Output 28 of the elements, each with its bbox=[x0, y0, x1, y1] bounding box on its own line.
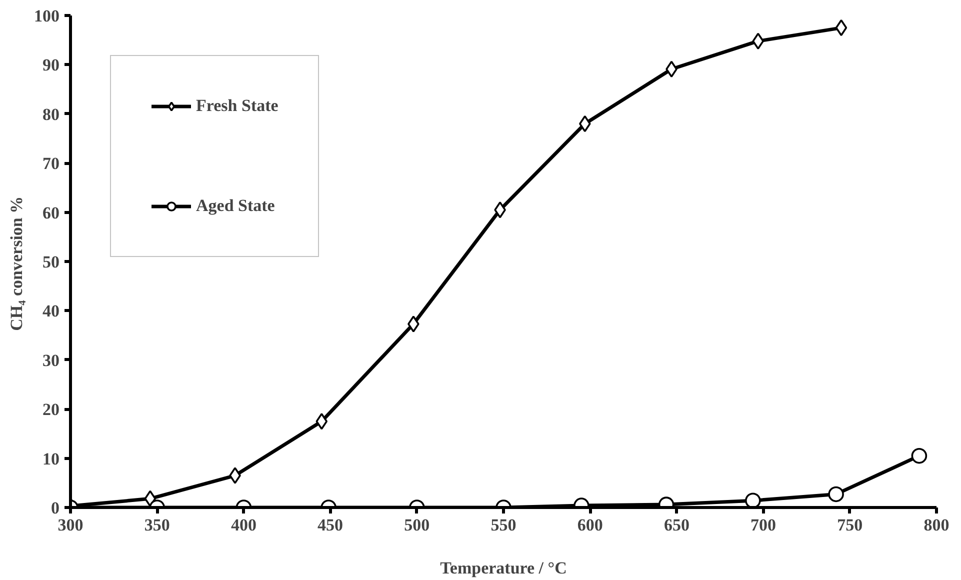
legend-label: Aged State bbox=[196, 196, 275, 216]
y-tick-label: 0 bbox=[51, 498, 60, 518]
y-axis-title: CH₄ conversion % bbox=[7, 196, 26, 331]
y-tick-label: 10 bbox=[42, 449, 60, 468]
y-tick-label: 80 bbox=[42, 104, 60, 124]
x-tick-label: 800 bbox=[924, 516, 950, 534]
x-tick-label: 500 bbox=[404, 516, 430, 534]
x-tick-label: 750 bbox=[837, 516, 863, 534]
x-tick-label: 300 bbox=[58, 516, 84, 534]
point bbox=[752, 32, 764, 50]
point bbox=[835, 19, 848, 36]
y-tick-label: 60 bbox=[42, 203, 60, 222]
x-tick-label: 600 bbox=[577, 516, 603, 534]
x-tick-label: 650 bbox=[664, 516, 690, 534]
x-tick-label: 450 bbox=[318, 516, 344, 534]
y-tick-label: 100 bbox=[34, 6, 60, 26]
x-tick-label: 400 bbox=[230, 516, 256, 534]
y-tick-label: 70 bbox=[42, 154, 60, 174]
y-tick-label: 90 bbox=[42, 56, 60, 75]
y-tick-label: 40 bbox=[42, 302, 60, 321]
legend-label: Fresh State bbox=[196, 96, 278, 116]
x-tick-label: 550 bbox=[490, 516, 516, 534]
y-tick-label: 30 bbox=[42, 350, 60, 370]
y-tick-label: 50 bbox=[42, 252, 60, 272]
x-axis-title: Temperature / °C bbox=[440, 558, 567, 578]
x-tick-label: 700 bbox=[750, 516, 776, 534]
x-tick-label: 350 bbox=[144, 516, 170, 534]
y-tick-label: 20 bbox=[42, 400, 60, 420]
